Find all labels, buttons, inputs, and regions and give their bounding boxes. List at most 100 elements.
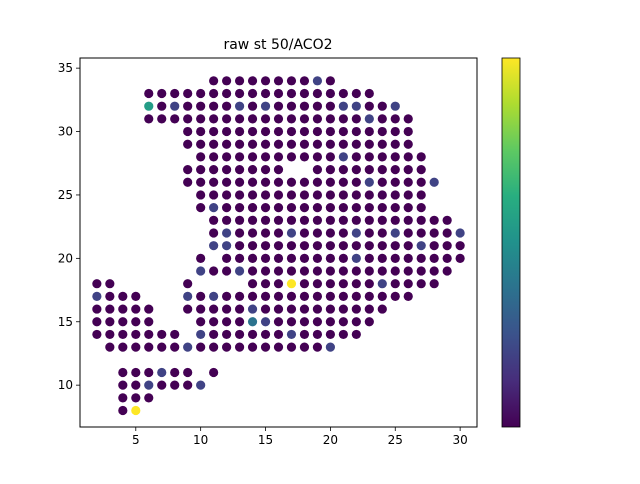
- data-point: [377, 279, 387, 289]
- data-point: [351, 304, 361, 314]
- data-point: [429, 241, 439, 251]
- x-tick-label: 30: [452, 433, 467, 447]
- data-point: [286, 139, 297, 149]
- data-point: [351, 164, 361, 175]
- data-point: [338, 329, 348, 340]
- data-point: [299, 253, 310, 263]
- data-point: [222, 114, 232, 124]
- x-tick-label: 15: [258, 433, 273, 447]
- plot-frame: [79, 57, 478, 428]
- data-point: [416, 241, 426, 251]
- data-point: [377, 215, 387, 225]
- data-point: [403, 291, 413, 301]
- data-point: [234, 101, 245, 111]
- data-point: [209, 164, 219, 175]
- data-point: [157, 342, 167, 352]
- data-point: [209, 367, 219, 378]
- data-point: [234, 304, 245, 314]
- x-tick-label: 5: [132, 433, 140, 447]
- y-tick-label: 30: [58, 125, 73, 139]
- data-point: [183, 139, 193, 149]
- data-point: [260, 241, 271, 251]
- data-point: [118, 393, 128, 403]
- data-point: [222, 317, 232, 327]
- data-point: [403, 266, 413, 276]
- data-point: [247, 203, 258, 213]
- x-tick-label: 25: [388, 433, 403, 447]
- y-tick-label: 20: [58, 251, 73, 265]
- data-point: [247, 329, 258, 340]
- data-point: [312, 190, 323, 200]
- data-point: [286, 253, 297, 263]
- data-point: [338, 279, 348, 289]
- data-point: [390, 291, 400, 301]
- data-point: [364, 228, 374, 238]
- data-point: [325, 152, 335, 162]
- data-point: [196, 101, 206, 111]
- data-point: [222, 164, 232, 175]
- data-point: [183, 101, 193, 111]
- data-point: [351, 291, 361, 301]
- data-point: [118, 380, 128, 390]
- data-point: [312, 177, 323, 187]
- data-point: [222, 329, 232, 340]
- data-point: [196, 177, 206, 187]
- data-point: [312, 304, 323, 314]
- data-point: [260, 279, 271, 289]
- data-point: [325, 215, 335, 225]
- data-point: [196, 253, 206, 263]
- data-point: [312, 215, 323, 225]
- data-point: [260, 177, 271, 187]
- data-point: [234, 253, 245, 263]
- x-tick-label: 20: [323, 433, 338, 447]
- data-point: [338, 190, 348, 200]
- data-point: [209, 114, 219, 124]
- data-point: [338, 241, 348, 251]
- data-point: [260, 266, 271, 276]
- data-point: [234, 88, 245, 99]
- data-point: [196, 380, 206, 390]
- data-point: [325, 266, 335, 276]
- data-point: [286, 152, 297, 162]
- data-point: [312, 139, 323, 149]
- data-point: [222, 190, 232, 200]
- data-point: [118, 342, 128, 352]
- data-point: [286, 291, 297, 301]
- data-point: [118, 304, 128, 314]
- y-axis-ticks: 10 15 20 25 30 35: [58, 61, 80, 392]
- data-point: [390, 253, 400, 263]
- data-point: [105, 317, 115, 327]
- data-point: [234, 114, 245, 124]
- data-point: [312, 266, 323, 276]
- data-point: [131, 304, 141, 314]
- data-point: [377, 177, 387, 187]
- data-point: [92, 291, 102, 301]
- data-point: [416, 177, 426, 187]
- data-point: [222, 342, 232, 352]
- data-point: [312, 253, 323, 263]
- data-point: [325, 279, 335, 289]
- data-point: [105, 342, 115, 352]
- data-point: [377, 190, 387, 200]
- data-point: [209, 215, 219, 225]
- data-point: [351, 101, 361, 111]
- data-point: [364, 139, 374, 149]
- data-point: [260, 215, 271, 225]
- data-point: [209, 177, 219, 187]
- data-point: [286, 114, 297, 124]
- data-point: [364, 164, 374, 175]
- data-point: [209, 139, 219, 149]
- data-point: [247, 76, 258, 86]
- data-point: [209, 291, 219, 301]
- data-point: [209, 304, 219, 314]
- data-point: [325, 126, 335, 137]
- chart-title: raw st 50/ACO2: [223, 37, 332, 53]
- data-point: [247, 88, 258, 99]
- data-point: [183, 164, 193, 175]
- data-point: [260, 317, 271, 327]
- data-point: [286, 329, 297, 340]
- data-point: [312, 164, 323, 175]
- data-point: [325, 164, 335, 175]
- data-point: [273, 329, 284, 340]
